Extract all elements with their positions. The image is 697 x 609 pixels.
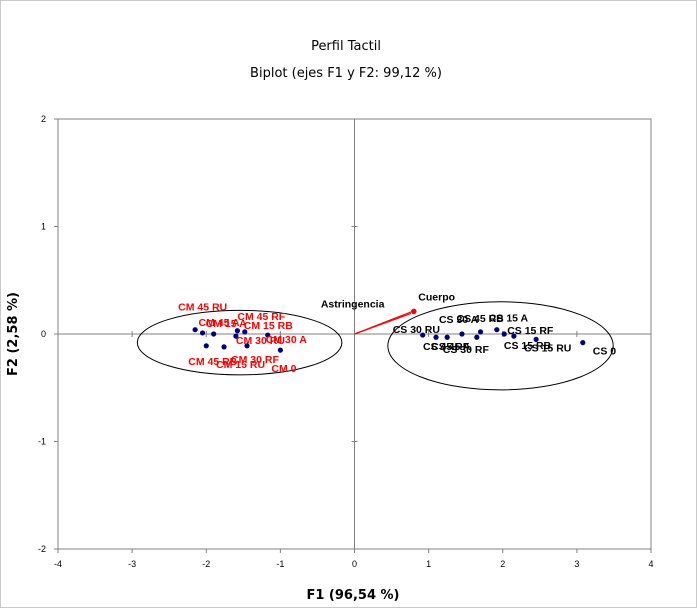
- y-axis-title: F2 (2,58 %): [6, 292, 21, 376]
- x-tick-label: -2: [202, 559, 210, 569]
- point-label: CM 30 A: [266, 334, 307, 346]
- point-label: CM 15 RB: [244, 320, 293, 332]
- point-label: CS 30 RU: [393, 324, 440, 336]
- data-point: [199, 330, 206, 336]
- data-point: [533, 336, 539, 342]
- x-tick-label: 3: [574, 559, 579, 569]
- point-label: CS 15 RU: [524, 342, 571, 354]
- x-tick-label: -4: [54, 559, 62, 569]
- point-label: CS 45 RF: [423, 341, 470, 353]
- data-point: [221, 344, 227, 350]
- group-ellipse: [136, 309, 343, 376]
- data-point: [277, 347, 283, 353]
- point-label: CS 30 A: [439, 314, 479, 326]
- point-label: CM 45 RU: [178, 302, 227, 314]
- y-tick-label: 0: [41, 329, 46, 339]
- point-label: CM 45 A: [199, 317, 240, 329]
- data-point: [420, 332, 426, 338]
- data-point: [477, 329, 484, 335]
- x-tick-label: 4: [648, 559, 653, 569]
- data-point: [192, 327, 198, 333]
- data-point: [444, 334, 450, 340]
- data-point: [203, 343, 209, 349]
- point-label: CS 0: [593, 346, 617, 358]
- chart-subtitle: Biplot (ejes F1 y F2: 99,12 %): [250, 66, 442, 81]
- data-point: [265, 332, 271, 338]
- y-tick-label: -1: [38, 437, 46, 447]
- vector-arrow: [354, 309, 416, 335]
- point-label: CM 15 RU: [216, 359, 265, 371]
- point-label: CM 30 RF: [231, 354, 279, 366]
- point-label: CM 15 A: [206, 318, 247, 330]
- x-tick-label: 1: [426, 559, 431, 569]
- point-label: CS 30 RF: [443, 344, 490, 356]
- point-label: CS 45 RB: [457, 313, 505, 325]
- x-tick-label: 2: [500, 559, 505, 569]
- group-ellipse: [387, 301, 614, 391]
- data-point: [433, 334, 439, 340]
- point-label: CM 0: [271, 363, 296, 375]
- y-tick-label: -2: [38, 544, 46, 554]
- data-point: [474, 334, 480, 340]
- data-point: [580, 340, 586, 346]
- data-point: [211, 331, 217, 337]
- vector-label: Astringencia: [321, 299, 385, 311]
- chart-title: Perfil Tactil: [311, 39, 381, 54]
- data-point: [234, 328, 240, 334]
- point-label: CS 15 RB: [504, 340, 552, 352]
- vector-label: Cuerpo: [418, 291, 455, 303]
- data-point: [459, 331, 465, 337]
- y-tick-label: 2: [41, 114, 46, 124]
- vector-tip: [411, 308, 417, 315]
- point-label: CS 45 A: [431, 341, 471, 353]
- data-point: [501, 331, 507, 337]
- data-point: [233, 333, 239, 339]
- x-tick-label: -3: [128, 559, 136, 569]
- x-axis-title: F1 (96,54 %): [306, 588, 399, 603]
- y-tick-label: 1: [41, 222, 46, 232]
- data-point: [494, 327, 500, 333]
- x-tick-label: 0: [352, 559, 357, 569]
- x-tick-label: -1: [276, 559, 284, 569]
- data-point: [244, 343, 250, 349]
- point-label: CS 15 RF: [507, 325, 554, 337]
- point-label: CS 15 A: [489, 313, 529, 325]
- point-label: CM 45 RB: [188, 356, 237, 368]
- data-point: [511, 333, 517, 339]
- point-label: CM 45 RF: [237, 311, 285, 323]
- data-point: [242, 329, 248, 335]
